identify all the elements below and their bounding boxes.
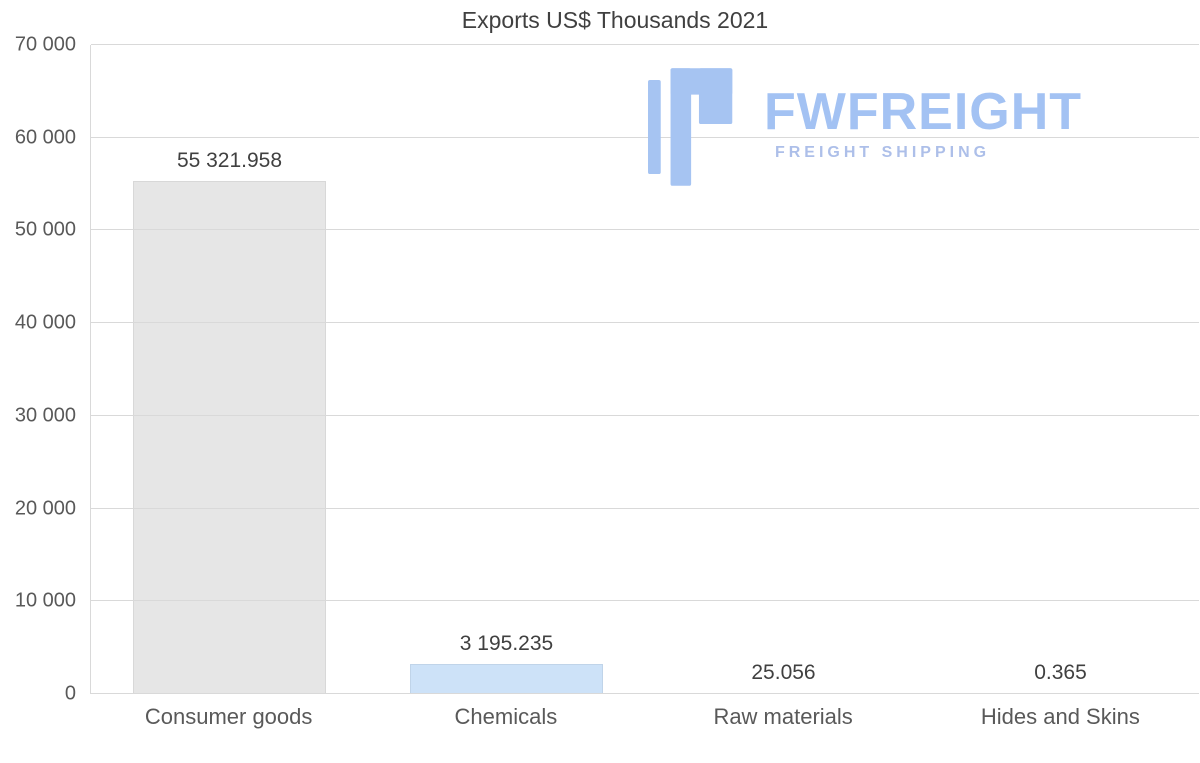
x-axis: Consumer goods Chemicals Raw materials Hide… xyxy=(90,704,1199,730)
gridline xyxy=(91,414,1199,416)
gridline xyxy=(91,322,1199,324)
plot-area: 55 321.958 3 195.235 25.056 0.365 xyxy=(90,44,1199,694)
x-axis-category-label: Chemicals xyxy=(454,704,558,729)
logo-wordmark: FWFREIGHT xyxy=(764,83,1083,141)
gridline xyxy=(91,693,1199,694)
x-axis-category-label: Raw materials xyxy=(713,704,853,729)
y-axis-tick-label: 70 000 xyxy=(14,33,76,56)
y-axis-tick-label: 40 000 xyxy=(14,311,76,334)
logo-text-block: FWFREIGHT FREIGHT SHIPPING xyxy=(764,86,1082,162)
bar-value-label: 3 195.235 xyxy=(459,632,554,656)
gridline xyxy=(91,507,1199,509)
y-axis-tick-label: 20 000 xyxy=(14,497,76,520)
bar-value-label: 25.056 xyxy=(751,661,816,684)
gridline xyxy=(91,136,1199,138)
gridline xyxy=(91,600,1199,602)
y-axis-tick-label: 30 000 xyxy=(14,404,76,427)
bar-chemicals xyxy=(409,664,604,694)
bar-column: 55 321.958 xyxy=(91,45,368,694)
x-axis-category-label: Hides and Skins xyxy=(980,704,1140,729)
bars-container: 55 321.958 3 195.235 25.056 0.365 xyxy=(91,45,1199,694)
bar-consumer-goods xyxy=(132,181,327,694)
gridline xyxy=(91,44,1199,45)
fwfreight-logo-icon xyxy=(648,68,733,186)
chart-title: Exports US$ Thousands 2021 xyxy=(461,7,769,33)
bar-value-label: 0.365 xyxy=(1034,661,1087,684)
y-axis-tick-label: 50 000 xyxy=(14,218,76,241)
bar-value-label: 55 321.958 xyxy=(176,149,283,173)
gridline xyxy=(91,229,1199,231)
fwfreight-logo: FWFREIGHT FREIGHT SHIPPING xyxy=(648,68,1082,186)
logo-tagline: FREIGHT SHIPPING xyxy=(774,144,991,161)
y-axis-tick-label: 60 000 xyxy=(14,126,76,149)
bar-column: 3 195.235 xyxy=(368,45,645,694)
x-axis-category-label: Consumer goods xyxy=(144,704,313,729)
y-axis: 0 10 000 20 000 30 000 40 000 50 000 60 000 70 … xyxy=(0,34,82,705)
y-axis-tick-label: 0 xyxy=(64,682,76,705)
y-axis-tick-label: 10 000 xyxy=(14,589,76,612)
